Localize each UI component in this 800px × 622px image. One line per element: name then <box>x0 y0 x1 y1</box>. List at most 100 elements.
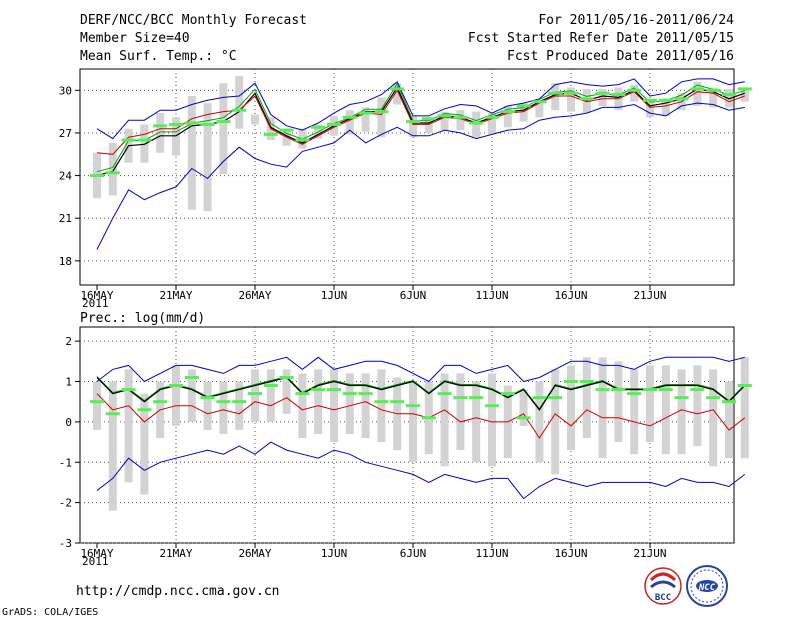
temp-spread-bar <box>203 103 212 212</box>
prec-spread-bar <box>472 381 481 463</box>
prec-spread-bar <box>330 369 338 443</box>
prec-spread-bar <box>409 381 417 463</box>
temp-ytick-label: 30 <box>59 84 72 97</box>
precip-variable-label: Prec.: log(mm/d) <box>80 311 205 326</box>
temp-spread-bar <box>456 110 465 131</box>
prec-obs-mark <box>295 392 310 396</box>
temp-obs-mark <box>579 97 594 101</box>
prec-spread-bar <box>693 365 702 447</box>
temp-spread-bar <box>503 105 512 128</box>
forecast-produced-date: Fcst Produced Date 2011/05/16 <box>507 49 734 64</box>
temp-obs-mark <box>216 120 231 124</box>
temp-obs-mark <box>674 97 689 101</box>
prec-obs-mark <box>564 380 578 384</box>
temp-spread-bar <box>251 114 259 125</box>
temp-spread-bar <box>409 115 417 138</box>
temp-obs-mark <box>469 121 484 125</box>
prec-spread-bar <box>551 369 560 475</box>
bcc-logo-text: BCC <box>655 593 671 603</box>
temp-spread-bar <box>187 96 196 210</box>
temp-spread-bar <box>709 87 718 108</box>
temp-xtick-label: 11JUN <box>475 289 508 302</box>
temp-spread-bar <box>140 124 149 163</box>
temp-spread-bar <box>725 88 733 108</box>
prec-obs-mark <box>248 392 262 396</box>
temp-spread-bar <box>393 83 402 105</box>
temp-obs-mark <box>658 98 673 102</box>
prec-spread-bar <box>345 373 354 434</box>
prec-obs-mark <box>232 400 247 404</box>
temp-obs-mark <box>627 88 642 92</box>
prec-obs-mark <box>374 400 389 404</box>
temp-xtick-label: 16JUN <box>554 289 587 302</box>
temp-obs-mark <box>279 128 294 132</box>
prec-spread-bar <box>124 369 133 483</box>
prec-spread-bar <box>567 365 575 451</box>
temp-obs-mark <box>121 138 136 142</box>
prec-obs-mark <box>532 396 547 400</box>
prec-obs-mark <box>342 392 357 396</box>
temp-ytick-label: 18 <box>59 255 72 268</box>
temp-obs-mark <box>485 115 499 119</box>
prec-obs-mark <box>627 392 642 396</box>
prec-obs-mark <box>658 388 673 392</box>
temp-spread-bar <box>235 76 244 129</box>
temp-obs-mark <box>737 87 752 91</box>
prec-obs-mark <box>643 388 657 392</box>
prec-spread-bar <box>187 369 196 422</box>
prec-spread-bar <box>377 369 386 443</box>
temp-spread-bar <box>567 87 575 112</box>
prec-xtick-label: 21JUN <box>633 547 666 560</box>
prec-obs-mark <box>485 404 499 408</box>
ncc-logo-text: NCC <box>698 583 716 593</box>
prec-obs-mark <box>121 388 136 392</box>
temp-obs-mark <box>169 122 183 126</box>
prec-xtick-label: 6JUN <box>400 547 427 560</box>
temp-obs-mark <box>548 91 563 95</box>
prec-obs-mark <box>690 388 705 392</box>
temp-obs-mark <box>564 91 578 95</box>
temp-spread-bar <box>377 97 386 138</box>
prec-obs-mark <box>263 384 278 388</box>
prec-line-max <box>96 356 745 383</box>
prec-spread-bar <box>251 369 259 422</box>
temp-obs-mark <box>311 125 326 129</box>
prec-spread-bar <box>298 373 307 439</box>
temp-obs-mark <box>327 122 341 126</box>
prec-spread-bar <box>740 357 749 459</box>
prec-ytick-label: 2 <box>65 335 72 348</box>
prec-spread-bar <box>535 381 544 463</box>
prec-spread-bar <box>314 369 323 434</box>
temp-spread-bar <box>630 84 639 102</box>
temp-obs-mark <box>342 115 357 119</box>
prec-xtick-label: 1JUN <box>321 547 348 560</box>
prec-line-min <box>96 441 746 500</box>
temp-spread-bar <box>519 103 528 122</box>
temp-obs-mark <box>295 138 310 142</box>
prec-spread-bar <box>235 381 244 430</box>
temp-obs-mark <box>153 124 168 128</box>
temp-spread-bar <box>661 98 670 116</box>
prec-spread-bar <box>661 365 670 455</box>
prec-obs-mark <box>421 416 436 420</box>
temp-obs-mark <box>722 93 736 97</box>
prec-obs-mark <box>737 384 752 388</box>
bcc-logo: BCC <box>644 567 682 605</box>
prec-spread-bar <box>172 365 180 426</box>
temp-line-min <box>96 102 745 250</box>
temp-obs-mark <box>611 93 626 97</box>
member-size: Member Size=40 <box>80 31 190 46</box>
source-url[interactable]: http://cmdp.ncc.cma.gov.cn <box>76 584 280 599</box>
precipitation-plot-frame <box>79 326 735 544</box>
prec-obs-mark <box>311 388 326 392</box>
precip-year-label: 2011 <box>82 555 109 568</box>
temp-spread-bar <box>440 111 449 131</box>
figure-title: DERF/NCC/BCC Monthly Forecast <box>80 13 307 28</box>
temp-obs-mark <box>500 110 515 114</box>
temperature-chart: 18 21 24 27 30 16MAY 21MAY 26MAY 1JUN 6JUN 11JUN 1… <box>59 68 752 310</box>
temp-xtick-label: 26MAY <box>238 289 271 302</box>
temp-spread-bar <box>488 113 496 135</box>
temp-spread-bar <box>646 100 654 118</box>
prec-obs-mark <box>595 388 610 392</box>
